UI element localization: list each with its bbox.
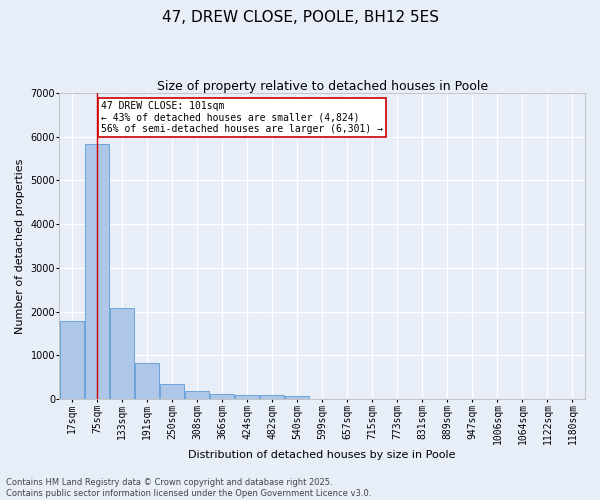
- Bar: [235, 395, 259, 399]
- Bar: [210, 394, 234, 399]
- Bar: [60, 322, 84, 399]
- Text: Contains HM Land Registry data © Crown copyright and database right 2025.
Contai: Contains HM Land Registry data © Crown c…: [6, 478, 371, 498]
- Title: Size of property relative to detached houses in Poole: Size of property relative to detached ho…: [157, 80, 488, 93]
- Bar: [85, 144, 109, 399]
- Bar: [185, 391, 209, 399]
- Bar: [160, 384, 184, 399]
- Bar: [285, 396, 309, 399]
- Bar: [260, 395, 284, 399]
- X-axis label: Distribution of detached houses by size in Poole: Distribution of detached houses by size …: [188, 450, 456, 460]
- Text: 47 DREW CLOSE: 101sqm
← 43% of detached houses are smaller (4,824)
56% of semi-d: 47 DREW CLOSE: 101sqm ← 43% of detached …: [101, 101, 383, 134]
- Text: 47, DREW CLOSE, POOLE, BH12 5ES: 47, DREW CLOSE, POOLE, BH12 5ES: [161, 10, 439, 25]
- Y-axis label: Number of detached properties: Number of detached properties: [15, 158, 25, 334]
- Bar: [110, 308, 134, 399]
- Bar: [135, 364, 159, 399]
